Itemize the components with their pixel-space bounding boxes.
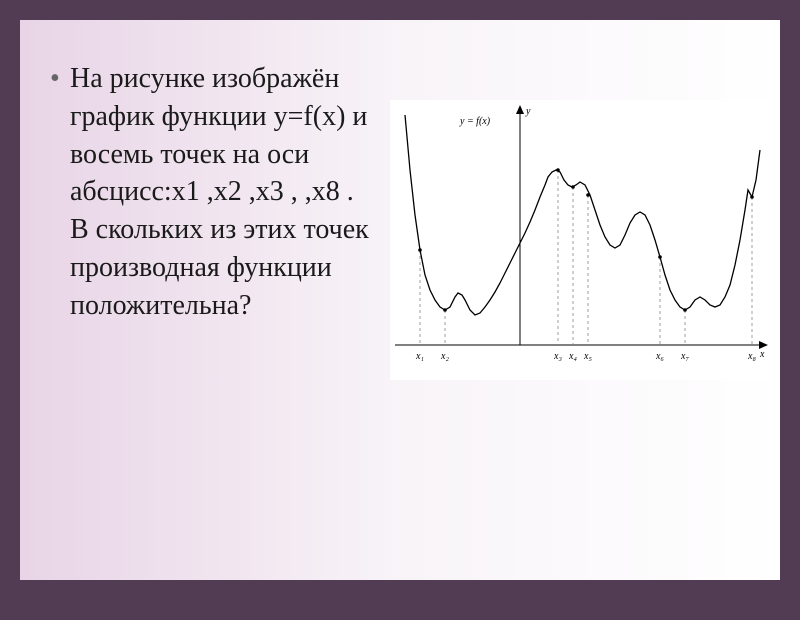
svg-text:x₃: x₃ [553,351,562,362]
slide: На рисунке изображён график функции y=f(… [20,20,780,580]
derivative-chart: y x y = f(x) x₁ x₂ x₃ x₄ x₅ x₆ x₇ x₈ [390,100,770,380]
svg-text:x₈: x₈ [747,351,756,362]
svg-text:y: y [525,106,531,117]
text-column: На рисунке изображён график функции y=f(… [20,20,380,580]
svg-text:x: x [759,349,765,360]
bullet-text: На рисунке изображён график функции y=f(… [50,60,370,325]
svg-text:x₆: x₆ [655,351,664,362]
svg-text:x₂: x₂ [440,351,449,362]
svg-text:x₅: x₅ [583,351,592,362]
svg-text:x₁: x₁ [415,351,424,362]
chart-svg: y x y = f(x) x₁ x₂ x₃ x₄ x₅ x₆ x₇ x₈ [390,100,770,380]
svg-text:y = f(x): y = f(x) [459,116,491,127]
chart-column: y x y = f(x) x₁ x₂ x₃ x₄ x₅ x₆ x₇ x₈ [380,20,780,580]
svg-text:x₇: x₇ [680,351,689,362]
svg-text:x₄: x₄ [568,351,577,362]
